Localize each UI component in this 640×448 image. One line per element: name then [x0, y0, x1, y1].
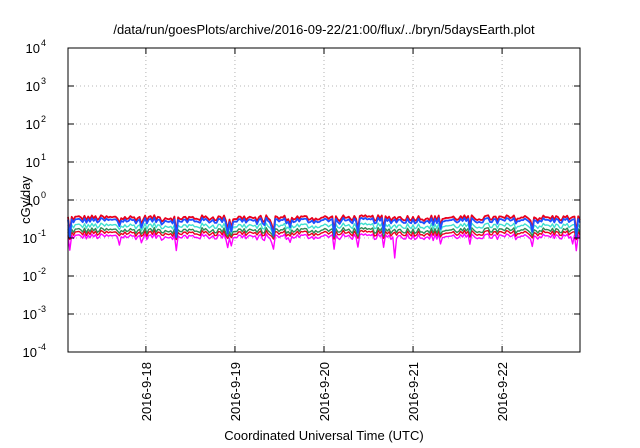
x-tick-label: 2016-9-18 [139, 362, 154, 421]
series-line [67, 233, 581, 259]
y-tick-label: 10-1 [23, 228, 46, 246]
series-line [67, 214, 581, 234]
y-tick-label: 10-2 [23, 266, 46, 284]
x-tick-label: 2016-9-22 [495, 362, 510, 421]
y-tick-label: 101 [26, 152, 46, 170]
x-axis: 2016-9-18 2016-9-19 2016-9-20 2016-9-21 2016… [139, 48, 510, 421]
series-line [67, 216, 581, 239]
x-axis-label: Coordinated Universal Time (UTC) [224, 428, 423, 443]
series-line [67, 226, 581, 239]
y-axis-label: cGy/day [18, 176, 33, 224]
chart-title: /data/run/goesPlots/archive/2016-09-22/2… [113, 22, 535, 37]
series-group [67, 214, 581, 259]
y-tick-label: 103 [26, 76, 46, 94]
x-tick-label: 2016-9-19 [228, 362, 243, 421]
grid [68, 48, 580, 352]
y-tick-label: 104 [26, 38, 46, 56]
x-tick-label: 2016-9-21 [406, 362, 421, 421]
x-tick-label: 2016-9-20 [317, 362, 332, 421]
series-line [67, 222, 581, 237]
series-line [67, 229, 581, 241]
y-tick-label: 102 [26, 114, 46, 132]
y-tick-label: 10-4 [23, 342, 46, 360]
y-tick-label: 10-3 [23, 304, 46, 322]
